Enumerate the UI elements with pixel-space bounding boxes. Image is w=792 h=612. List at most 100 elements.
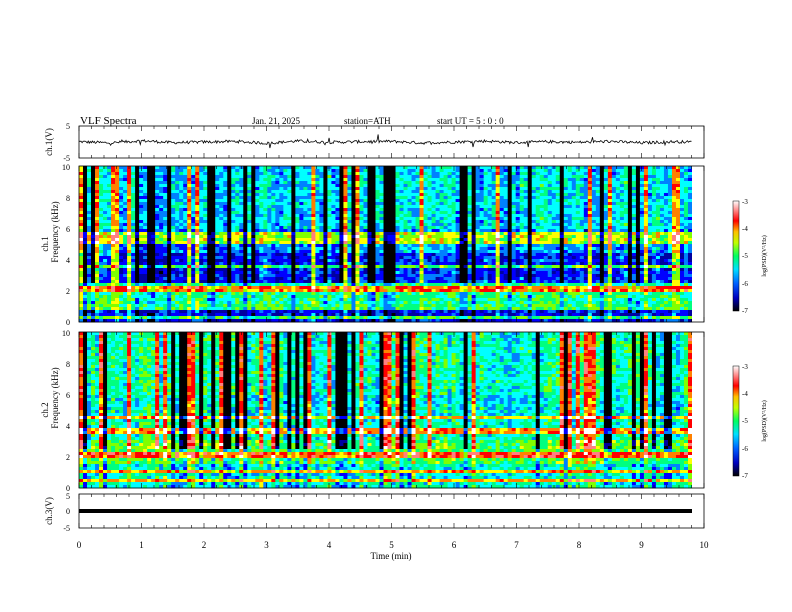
spectrogram-cell [415,193,420,197]
spectrogram-cell [235,181,240,185]
spectrogram-cell [595,214,601,218]
spectrogram-cell [227,244,232,248]
spectrogram-cell [151,211,156,215]
spectrogram-cell [391,208,396,212]
spectrogram-cell [135,196,140,200]
spectrogram-cell [351,241,356,245]
spectrogram-cell [99,178,104,182]
spectrogram-cell [467,217,473,221]
spectrogram-cell [347,241,352,245]
spectrogram-cell [507,166,513,170]
spectrogram-cell [307,202,312,206]
spectrogram-cell [279,238,284,242]
spectrogram-cell [123,250,128,254]
spectrogram-cell [115,256,120,260]
spectrogram-cell [399,172,404,176]
spectrogram-cell [91,235,96,239]
spectrogram-cell [507,181,513,185]
spectrogram-cell [423,247,428,251]
spectrogram-cell [87,247,92,251]
spectrogram-cell [167,220,172,224]
spectrogram-cell [543,169,549,173]
spectrogram-cell [523,184,529,188]
spectrogram-cell [599,256,605,260]
station-label: station=ATH [344,116,391,126]
spectrogram-cell [607,169,613,173]
spectrogram-cell [127,199,132,203]
spectrogram-cell [647,208,653,212]
spectrogram-cell [379,178,384,182]
spectrogram-cell [347,238,352,242]
spectrogram-cell [487,178,493,182]
spectrogram-cell [211,244,216,248]
spectrogram-cell [235,247,240,251]
spectrogram-cell [399,175,404,179]
spectrogram-cell [199,256,204,260]
spectrogram-cell [255,262,260,266]
spectrogram-cell [495,187,501,191]
spectrogram-cell [255,190,260,194]
spectrogram-cell [455,250,461,254]
spectrogram-cell [339,205,344,209]
spectrogram-cell [439,208,444,212]
spectrogram-cell [551,181,557,185]
spectrogram-cell [443,178,448,182]
spectrogram-cell [623,226,629,230]
spectrogram-cell [199,232,204,236]
spectrogram-cell [207,220,212,224]
spectrogram-cell [611,205,617,209]
spectrogram-cell [523,226,529,230]
spectrogram-cell [107,169,112,173]
spectrogram-cell [647,235,653,239]
spectrogram-cell [495,196,501,200]
spectrogram-cell [411,211,416,215]
spectrogram-cell [575,250,581,254]
spectrogram-cell [315,205,320,209]
spectrogram-cell [379,211,384,215]
spectrogram-cell [367,190,372,194]
spectrogram-cell [355,259,360,263]
spectrogram-cell [615,241,621,245]
spectrogram-cell [407,241,412,245]
spectrogram-cell [563,211,569,215]
spectrogram-cell [263,214,268,218]
spectrogram-cell [555,256,561,260]
spectrogram-cell [127,178,132,182]
spectrogram-cell [519,205,525,209]
spectrogram-cell [127,262,132,266]
spectrogram-cell [191,238,196,242]
spectrogram-cell [619,181,625,185]
spectrogram-cell [247,172,252,176]
spectrogram-cell [279,196,284,200]
spectrogram-cell [663,223,669,227]
spectrogram-cell [507,208,513,212]
spectrogram-cell [83,259,88,263]
spectrogram-cell [327,217,332,221]
spectrogram-cell [475,259,481,263]
spectrogram-cell [295,238,300,242]
spectrogram-cell [347,223,352,227]
spectrogram-cell [247,175,252,179]
spectrogram-cell [427,259,432,263]
spectrogram-cell [519,214,525,218]
spectrogram-cell [687,193,693,197]
spectrogram-cell [271,217,276,221]
spectrogram-cell [211,190,216,194]
spectrogram-cell [247,217,252,221]
spectrogram-cell [527,166,533,170]
spectrogram-cell [495,214,501,218]
spectrogram-cell [579,226,585,230]
spectrogram-cell [291,226,296,230]
spectrogram-cell [103,196,108,200]
spectrogram-cell [667,214,673,218]
spectrogram-cell [143,205,148,209]
spectrogram-cell [611,253,617,257]
spectrogram-cell [419,196,424,200]
spectrogram-cell [623,217,629,221]
spectrogram-cell [551,244,557,248]
spectrogram-cell [187,232,192,236]
spectrogram-cell [279,241,284,245]
spectrogram-cell [591,208,597,212]
spectrogram-cell [399,184,404,188]
spectrogram-cell [431,175,436,179]
